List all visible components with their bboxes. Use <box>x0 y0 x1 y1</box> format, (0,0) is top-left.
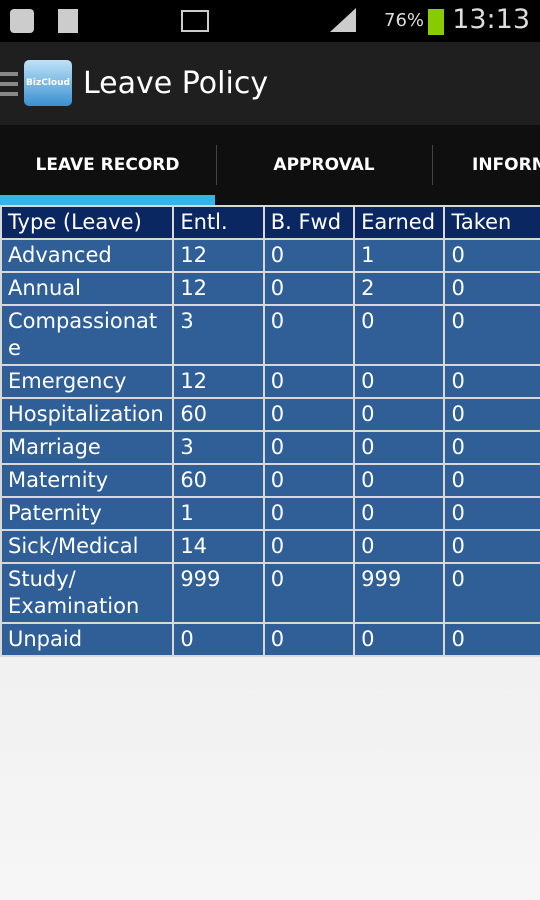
table-cell: 14 <box>174 531 263 562</box>
tab-bar: LEAVE RECORD APPROVAL INFORMATION <box>0 125 540 205</box>
table-cell: 12 <box>174 366 263 397</box>
tab[interactable]: LEAVE RECORD <box>35 155 180 175</box>
table-cell: 12 <box>174 240 263 271</box>
table-cell: 0 <box>355 306 444 364</box>
table-cell: Advanced <box>2 240 173 271</box>
tab-separator <box>216 145 217 185</box>
table-cell: 0 <box>445 432 540 463</box>
table-row: Paternity 1 0 0 0 <box>2 498 540 529</box>
table-row: Study/ Examination 999 0 999 0 <box>2 564 540 622</box>
table-cell: 12 <box>174 273 263 304</box>
table-cell: 0 <box>264 465 354 496</box>
table-cell: 0 <box>355 399 444 430</box>
table-cell: 60 <box>174 465 263 496</box>
leave-table: Type (Leave) Entl. B. Fwd Earned Taken Advanc… <box>0 205 540 657</box>
table-row: Compassionate 3 0 0 0 <box>2 306 540 364</box>
tab-indicator <box>0 195 215 205</box>
table-cell: 999 <box>355 564 444 622</box>
table-cell: 0 <box>445 399 540 430</box>
menu-icon[interactable] <box>0 70 20 100</box>
status-icons <box>10 8 356 33</box>
battery-icon <box>428 9 444 35</box>
table-row: Unpaid 0 0 0 0 <box>2 624 540 655</box>
table-cell: 3 <box>174 432 263 463</box>
table-cell: 0 <box>264 306 354 364</box>
table-cell: 60 <box>174 399 263 430</box>
table-cell: 2 <box>355 273 444 304</box>
table-cell: 3 <box>174 306 263 364</box>
table-row: Advanced 12 0 1 0 <box>2 240 540 271</box>
table-cell: Study/ Examination <box>2 564 173 622</box>
table-cell: 0 <box>264 273 354 304</box>
table-cell: 1 <box>355 240 444 271</box>
header-cell: Type (Leave) <box>2 207 173 238</box>
table-cell: 0 <box>264 240 354 271</box>
tab[interactable]: INFORMATION <box>472 155 540 175</box>
table-cell: Sick/Medical <box>2 531 173 562</box>
table-cell: 0 <box>355 465 444 496</box>
table-cell: 0 <box>445 366 540 397</box>
table-cell: Hospitalization <box>2 399 173 430</box>
table-cell: 0 <box>445 498 540 529</box>
table-row: Emergency 12 0 0 0 <box>2 366 540 397</box>
header-cell: Taken <box>445 207 540 238</box>
tab-separator <box>432 145 433 185</box>
table-cell: 0 <box>264 498 354 529</box>
table-cell: 0 <box>445 531 540 562</box>
battery-level: 76% <box>384 10 425 31</box>
app-logo[interactable]: BizCloud <box>24 60 72 106</box>
table-row: Sick/Medical 14 0 0 0 <box>2 531 540 562</box>
table-cell: 0 <box>445 624 540 655</box>
table-cell: Paternity <box>2 498 173 529</box>
table-cell: 0 <box>355 432 444 463</box>
table-row: Hospitalization 60 0 0 0 <box>2 399 540 430</box>
header-row: Type (Leave) Entl. B. Fwd Earned Taken <box>2 207 540 238</box>
table-cell: 0 <box>264 399 354 430</box>
table-cell: Maternity <box>2 465 173 496</box>
header-cell: Earned <box>355 207 444 238</box>
table-cell: 0 <box>445 564 540 622</box>
table-row: Annual 12 0 2 0 <box>2 273 540 304</box>
table-cell: 999 <box>174 564 263 622</box>
table-cell: 0 <box>264 366 354 397</box>
clock: 13:13 <box>452 4 530 35</box>
table-cell: Compassionate <box>2 306 173 364</box>
table-cell: 0 <box>445 240 540 271</box>
table-cell: 0 <box>264 564 354 622</box>
table-cell: Unpaid <box>2 624 173 655</box>
header-cell: B. Fwd <box>264 207 354 238</box>
app-title: Leave Policy <box>83 66 269 101</box>
table-cell: 0 <box>264 432 354 463</box>
table-cell: 1 <box>174 498 263 529</box>
table-cell: Emergency <box>2 366 173 397</box>
table-cell: 0 <box>264 624 354 655</box>
status-bar: 76% 13:13 <box>0 0 540 42</box>
tab[interactable]: APPROVAL <box>273 155 375 175</box>
table-cell: 0 <box>264 531 354 562</box>
table-cell: 0 <box>355 498 444 529</box>
table-row: Maternity 60 0 0 0 <box>2 465 540 496</box>
table-cell: 0 <box>445 465 540 496</box>
table-cell: 0 <box>445 306 540 364</box>
table-cell: Marriage <box>2 432 173 463</box>
table-cell: 0 <box>355 624 444 655</box>
table-cell: 0 <box>355 531 444 562</box>
table-cell: 0 <box>174 624 263 655</box>
table-row: Marriage 3 0 0 0 <box>2 432 540 463</box>
table-cell: 0 <box>355 366 444 397</box>
action-bar: BizCloud Leave Policy <box>0 42 540 125</box>
table-container: Type (Leave) Entl. B. Fwd Earned Taken Advanc… <box>0 205 540 657</box>
table-cell: Annual <box>2 273 173 304</box>
table-cell: 0 <box>445 273 540 304</box>
header-cell: Entl. <box>174 207 263 238</box>
